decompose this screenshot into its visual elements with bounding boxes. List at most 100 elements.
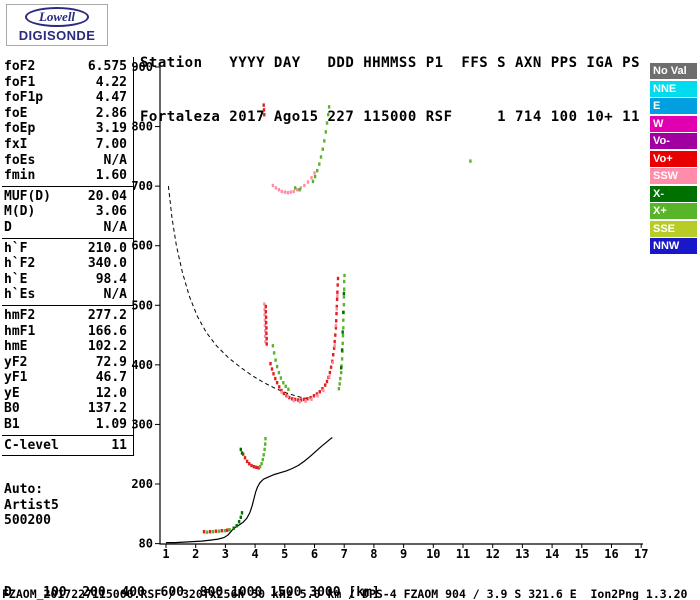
legend-item-w: W — [650, 115, 697, 132]
param-row-h-es: h`Es N/A — [4, 287, 127, 303]
param-value: 277.2 — [87, 307, 127, 323]
param-value: 3.06 — [95, 204, 127, 220]
x-tick-label: 9 — [400, 547, 407, 561]
param-value: N/A — [103, 287, 127, 303]
series-f2-o-left-pink — [263, 302, 267, 344]
x-tick-label: 8 — [370, 547, 377, 561]
param-row-d: D N/A — [4, 220, 127, 236]
param-label: fxI — [4, 136, 28, 152]
series-f1-cusp-darkgreen — [239, 447, 244, 455]
param-row-foe: foE 2.86 — [4, 106, 127, 122]
legend-item-sse: SSE — [650, 220, 697, 237]
series-true-height-profile — [166, 437, 333, 544]
y-tick-label: 800 — [131, 120, 153, 134]
param-value: 1.60 — [95, 168, 127, 184]
param-group: C-level 11 — [2, 436, 133, 457]
param-value: 7.00 — [95, 136, 127, 152]
y-tick-label: 80 — [139, 537, 153, 551]
series-muf-transmission-curve — [167, 186, 312, 400]
param-group: h`F 210.0 h`F2 340.0 h`E 98.4 h`Es N/A — [2, 239, 133, 306]
series-f2-x-right-darkgreen — [340, 291, 346, 370]
param-row-hme: hmE 102.2 — [4, 339, 127, 355]
lowell-digisonde-logo: Lowell DIGISONDE — [6, 4, 108, 46]
param-group: MUF(D) 20.04 M(D) 3.06 D N/A — [2, 187, 133, 239]
series-f1-cusp-green — [258, 437, 267, 469]
axes — [159, 67, 643, 545]
param-value: 4.22 — [95, 74, 127, 90]
param-value: 102.2 — [87, 339, 127, 355]
param-label: B1 — [4, 417, 20, 433]
digisonde-logo-text: DIGISONDE — [18, 28, 96, 43]
distance-muf-scale: D 100 200 400 600 800 1000 1500 3000 [km… — [4, 562, 388, 600]
param-value: 210.0 — [87, 240, 127, 256]
header-field-values: Fortaleza 2017 Ago15 227 115000 RSF 1 71… — [140, 109, 641, 125]
param-row-c-level: C-level 11 — [4, 438, 127, 454]
param-row-fof1p: foF1p 4.47 — [4, 90, 127, 106]
y-tick-label: 300 — [131, 417, 153, 431]
series-stray-echo-green — [469, 159, 472, 163]
param-label: hmF2 — [4, 307, 36, 323]
param-label: foEp — [4, 121, 36, 137]
param-label: h`Es — [4, 287, 36, 303]
param-value: 3.19 — [95, 121, 127, 137]
y-tick-label: 600 — [131, 239, 153, 253]
param-row-b0: B0 137.2 — [4, 401, 127, 417]
param-row-foep: foEp 3.19 — [4, 121, 127, 137]
echo-legend: No Val NNE E W Vo- Vo+ SSW X- X+ SSE NNW — [650, 63, 697, 256]
x-tick-label: 4 — [251, 547, 258, 561]
param-label: h`F — [4, 240, 28, 256]
x-tick-label: 15 — [575, 547, 589, 561]
x-tick-label: 2 — [192, 547, 199, 561]
param-row-fmin: fmin 1.60 — [4, 168, 127, 184]
x-tick-label: 16 — [604, 547, 618, 561]
d-scale-row: D 100 200 400 600 800 1000 1500 3000 [km… — [4, 585, 380, 600]
param-label: yF1 — [4, 370, 28, 386]
param-value: 340.0 — [87, 256, 127, 272]
param-row-hmf1: hmF1 166.6 — [4, 324, 127, 340]
param-group: hmF2 277.2 hmF1 166.6 hmE 102.2 yF2 72.9 yF1 46.7… — [2, 306, 133, 436]
param-label: foF2 — [4, 59, 36, 74]
series-e-layer-red — [202, 528, 229, 534]
legend-item-nnw: NNW — [650, 238, 697, 254]
series-f2-second-order-red — [262, 103, 266, 117]
param-row-fof2: foF2 6.575 — [4, 59, 127, 75]
param-footer: Auto: Artist5 500200 — [4, 482, 59, 529]
param-value: N/A — [103, 152, 127, 168]
param-value: 166.6 — [87, 323, 127, 339]
x-tick-label: 1 — [162, 547, 169, 561]
param-label: hmE — [4, 339, 28, 355]
y-tick-label: 700 — [131, 179, 153, 193]
param-panel: foF2 6.575 foF1 4.22 foF1p 4.47 foE 2.86 foEp 3.1… — [2, 57, 134, 457]
param-label: foF1p — [4, 90, 44, 106]
param-value: 2.86 — [95, 105, 127, 121]
param-row-h-f: h`F 210.0 — [4, 241, 127, 257]
y-tick-label: 500 — [131, 298, 153, 312]
param-footer-line: 500200 — [4, 513, 51, 528]
param-label: B0 — [4, 401, 20, 417]
param-label: foE — [4, 105, 28, 121]
y-tick-label: 900 — [131, 60, 153, 74]
legend-item-ssw: SSW — [650, 168, 697, 184]
param-label: h`E — [4, 271, 28, 287]
param-value: 72.9 — [95, 354, 127, 370]
param-row-hmf2: hmF2 277.2 — [4, 308, 127, 324]
param-row-h-f2: h`F2 340.0 — [4, 256, 127, 272]
param-row-m-d: M(D) 3.06 — [4, 204, 127, 220]
y-tick-label: 400 — [131, 358, 153, 372]
series-e-layer-darkgreen — [232, 511, 244, 530]
param-row-h-e: h`E 98.4 — [4, 272, 127, 288]
param-label: foF1 — [4, 74, 36, 90]
header-field-names: Station YYYY DAY DDD HHMMSS P1 FFS S AXN… — [140, 55, 641, 71]
param-row-fof1: foF1 4.22 — [4, 75, 127, 91]
x-tick-label: 17 — [634, 547, 648, 561]
param-value: 46.7 — [95, 370, 127, 386]
param-row-fxi: fxI 7.00 — [4, 137, 127, 153]
file-info-footer: FZAOM_2017227115000.RSF / 320fx256h 50 k… — [2, 587, 688, 600]
param-label: fmin — [4, 168, 36, 184]
y-tick-label: 200 — [131, 477, 153, 491]
param-label: h`F2 — [4, 256, 36, 272]
param-value: 12.0 — [95, 385, 127, 401]
legend-item-nne: NNE — [650, 80, 697, 97]
series-f2-o-bottom-pink — [280, 294, 339, 404]
